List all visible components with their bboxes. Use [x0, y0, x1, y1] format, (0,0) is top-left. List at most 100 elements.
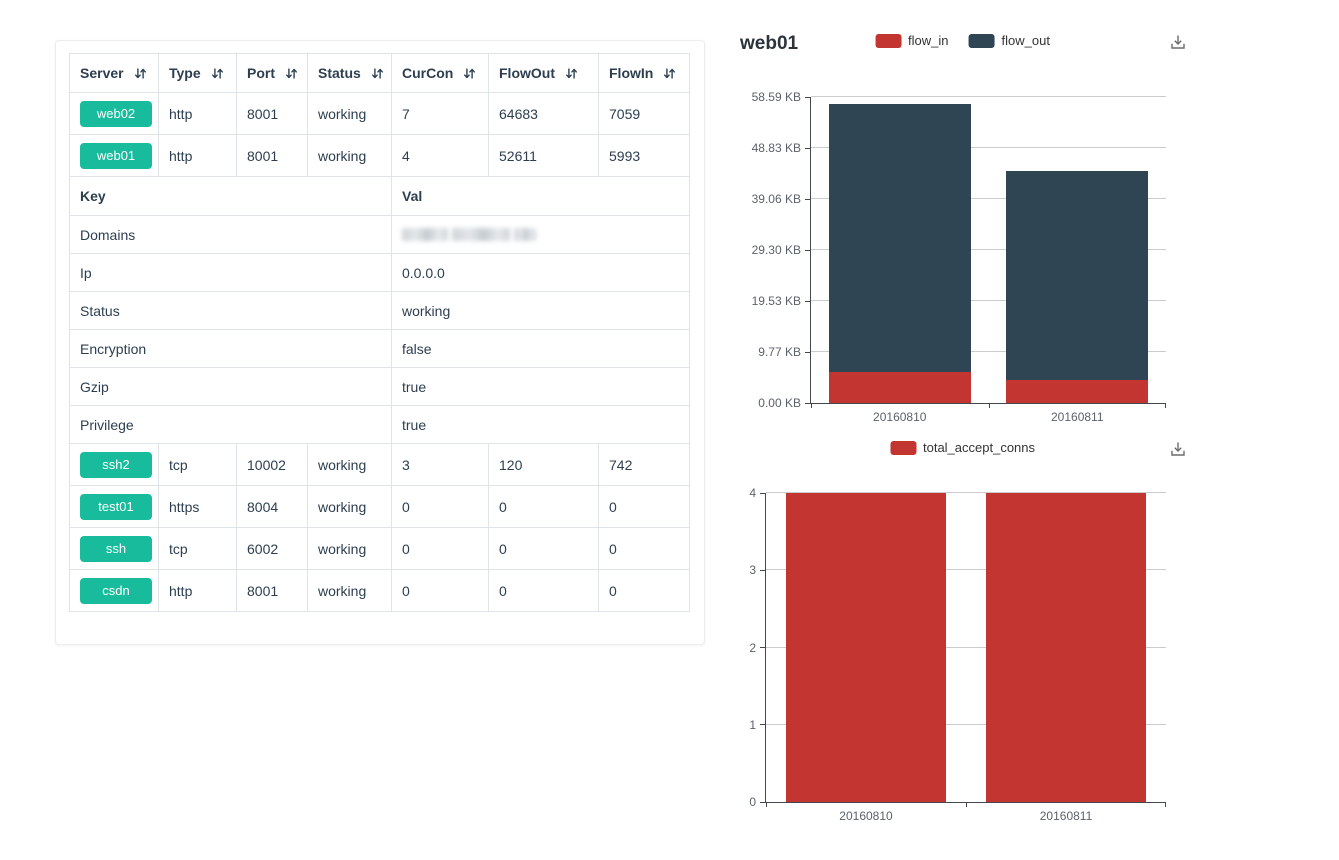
- download-icon[interactable]: [1168, 440, 1188, 460]
- server-table: Server Type Port Status CurCon FlowOut FlowIn …: [69, 53, 690, 612]
- gridline: [811, 198, 1166, 199]
- legend-item-flow_out[interactable]: flow_out: [968, 33, 1050, 48]
- column-header-label: FlowOut: [499, 65, 555, 81]
- y-axis-tick: [805, 147, 810, 149]
- column-header-server[interactable]: Server: [69, 53, 159, 93]
- server-name-cell: csdn: [69, 569, 159, 612]
- y-axis-label: 0.00 KB: [758, 396, 801, 410]
- kv-header-row: Key Val: [69, 176, 690, 216]
- chart-title: web01: [740, 33, 799, 54]
- column-header-flowout[interactable]: FlowOut: [488, 53, 599, 93]
- y-axis-label: 19.53 KB: [751, 294, 801, 308]
- x-axis-tick: [966, 802, 967, 807]
- kv-row: Privilege true: [69, 405, 690, 444]
- cell-flowin: 742: [598, 443, 690, 486]
- y-axis-label: 0: [749, 795, 756, 809]
- cell-flowout: 0: [488, 485, 599, 528]
- cell-type: tcp: [158, 527, 237, 570]
- bar-flow_in-20160811: [1006, 379, 1149, 403]
- x-axis-tick: [1165, 403, 1166, 408]
- cell-port: 8001: [236, 569, 308, 612]
- y-axis-tick: [760, 569, 765, 571]
- server-button-web02[interactable]: web02: [80, 100, 152, 127]
- kv-row: Encryption false: [69, 329, 690, 368]
- kv-key-header: Key: [69, 176, 392, 216]
- y-axis-label: 9.77 KB: [758, 345, 801, 359]
- legend-item-total_accept_conns[interactable]: total_accept_conns: [889, 440, 1036, 455]
- x-axis-tick: [1165, 802, 1166, 807]
- y-axis-tick: [805, 351, 810, 353]
- column-header-curcon[interactable]: CurCon: [391, 53, 489, 93]
- y-axis-label: 39.06 KB: [751, 192, 801, 206]
- server-button-ssh[interactable]: ssh: [80, 535, 152, 562]
- kv-val-cell: [391, 215, 690, 254]
- kv-val-header: Val: [391, 176, 690, 216]
- column-header-label: Type: [169, 65, 201, 81]
- column-header-port[interactable]: Port: [236, 53, 308, 93]
- y-axis-tick: [805, 198, 810, 200]
- sort-icon[interactable]: [134, 67, 147, 80]
- redacted-value: [402, 227, 536, 242]
- table-row: web01 http 8001 working 4 52611 5993: [69, 134, 690, 177]
- conns-chart-plot: 0 1 2 3 4 20160810 20160811: [749, 486, 1166, 823]
- legend-label: flow_out: [1001, 33, 1050, 48]
- table-row: web02 http 8001 working 7 64683 7059: [69, 92, 690, 135]
- legend-label: total_accept_conns: [922, 440, 1036, 455]
- cell-flowout: 52611: [488, 134, 599, 177]
- y-axis-tick: [805, 249, 810, 251]
- kv-val-cell: 0.0.0.0: [391, 253, 690, 292]
- kv-key-cell: Gzip: [69, 367, 392, 406]
- server-button-csdn[interactable]: csdn: [80, 577, 152, 604]
- download-icon[interactable]: [1168, 33, 1188, 53]
- legend-swatch: [875, 33, 902, 48]
- legend-swatch: [968, 33, 995, 48]
- cell-type: tcp: [158, 443, 237, 486]
- y-axis-label: 48.83 KB: [751, 141, 801, 155]
- column-header-status[interactable]: Status: [307, 53, 392, 93]
- kv-val-cell: false: [391, 329, 690, 368]
- column-header-label: Server: [80, 65, 124, 81]
- server-button-web01[interactable]: web01: [80, 142, 152, 169]
- cell-curcon: 0: [391, 485, 489, 528]
- y-axis-tick: [760, 647, 765, 648]
- kv-row: Gzip true: [69, 367, 690, 406]
- column-header-label: Status: [318, 65, 361, 81]
- y-axis-tick: [805, 402, 810, 404]
- cell-curcon: 3: [391, 443, 489, 486]
- gridline: [811, 249, 1166, 250]
- server-name-cell: ssh2: [69, 443, 159, 486]
- cell-status: working: [307, 92, 392, 135]
- cell-status: working: [307, 443, 392, 486]
- legend-item-flow_in[interactable]: flow_in: [875, 33, 949, 48]
- sort-icon[interactable]: [663, 67, 676, 80]
- column-header-flowin[interactable]: FlowIn: [598, 53, 690, 93]
- x-axis-label: 20160810: [839, 809, 893, 823]
- cell-flowin: 0: [598, 485, 690, 528]
- kv-key-cell: Status: [69, 291, 392, 330]
- sort-icon[interactable]: [211, 67, 224, 80]
- server-button-ssh2[interactable]: ssh2: [80, 451, 152, 478]
- cell-type: http: [158, 569, 237, 612]
- flow-chart: web01 flow_in flow_out 0.00 KB 9.77 KB 19.5…: [735, 25, 1190, 430]
- server-button-test01[interactable]: test01: [80, 493, 152, 520]
- y-axis-label: 58.59 KB: [751, 90, 801, 104]
- sort-icon[interactable]: [463, 67, 476, 80]
- sort-icon[interactable]: [565, 67, 578, 80]
- y-axis-tick: [760, 801, 765, 803]
- column-header-type[interactable]: Type: [158, 53, 237, 93]
- gridline: [811, 96, 1166, 97]
- column-header-label: FlowIn: [609, 65, 654, 81]
- cell-type: https: [158, 485, 237, 528]
- cell-flowout: 0: [488, 527, 599, 570]
- sort-icon[interactable]: [371, 67, 384, 80]
- x-axis-label: 20160810: [873, 410, 927, 424]
- flow-chart-legend: flow_in flow_out: [875, 33, 1050, 48]
- cell-port: 6002: [236, 527, 308, 570]
- kv-row: Ip 0.0.0.0: [69, 253, 690, 292]
- y-axis-tick: [760, 492, 765, 494]
- gridline: [811, 300, 1166, 301]
- sort-icon[interactable]: [285, 67, 298, 80]
- cell-curcon: 0: [391, 527, 489, 570]
- column-header-label: Port: [247, 65, 275, 81]
- y-axis-tick: [760, 724, 765, 726]
